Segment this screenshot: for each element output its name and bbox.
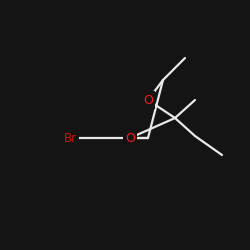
Text: Br: Br [64, 132, 76, 144]
Text: O: O [143, 94, 153, 106]
Text: O: O [125, 132, 135, 144]
